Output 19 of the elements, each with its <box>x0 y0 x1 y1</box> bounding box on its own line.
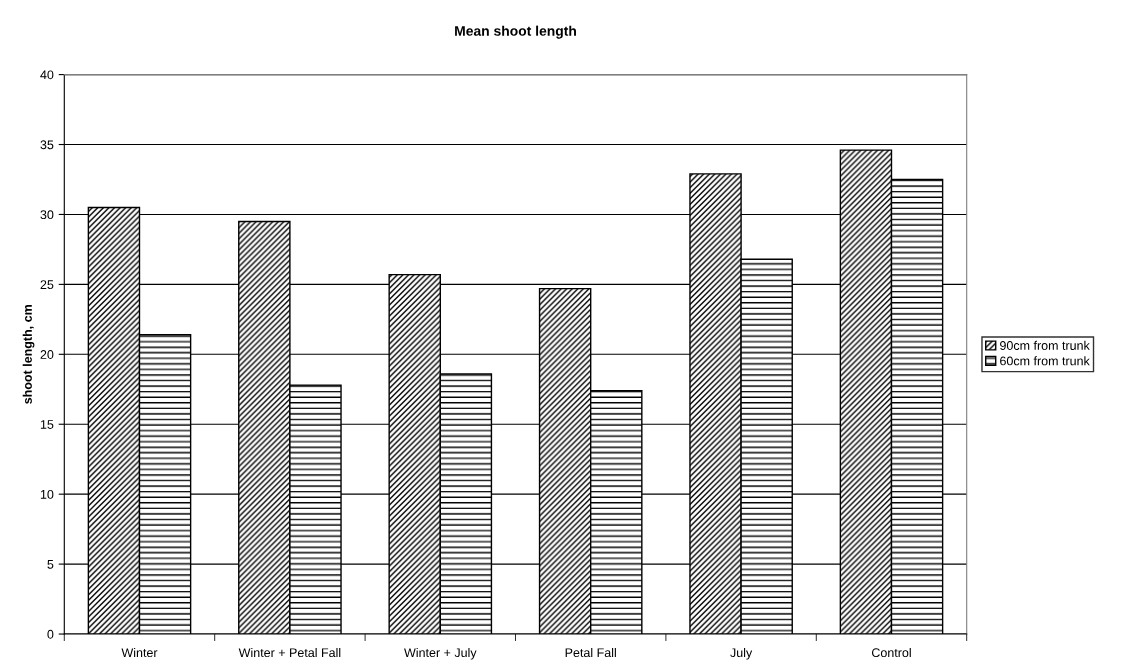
y-axis-title: shoot length, cm <box>22 305 35 404</box>
x-tick-label: Winter <box>121 647 158 658</box>
y-tick-label: 10 <box>40 489 54 499</box>
x-tick-label: Petal Fall <box>565 647 616 658</box>
x-tick-label: Winter + Petal Fall <box>238 647 341 658</box>
chart-title: Mean shoot length <box>455 25 576 39</box>
x-tick-label: Control <box>871 647 911 658</box>
y-tick-label: 25 <box>40 280 54 290</box>
y-tick-label: 30 <box>40 210 54 220</box>
x-tick-label: July <box>730 647 753 660</box>
y-tick-label: 40 <box>40 70 54 80</box>
y-tick-label: 0 <box>47 629 54 639</box>
legend-label: 90cm from trunk <box>1000 340 1090 350</box>
y-tick-label: 35 <box>40 140 54 150</box>
legend-label: 60cm from trunk <box>1000 356 1090 366</box>
y-tick-label: 15 <box>40 420 54 429</box>
x-tick-label: Winter + July <box>404 647 477 660</box>
y-tick-label: 5 <box>47 560 54 569</box>
y-tick-label: 20 <box>40 350 54 359</box>
